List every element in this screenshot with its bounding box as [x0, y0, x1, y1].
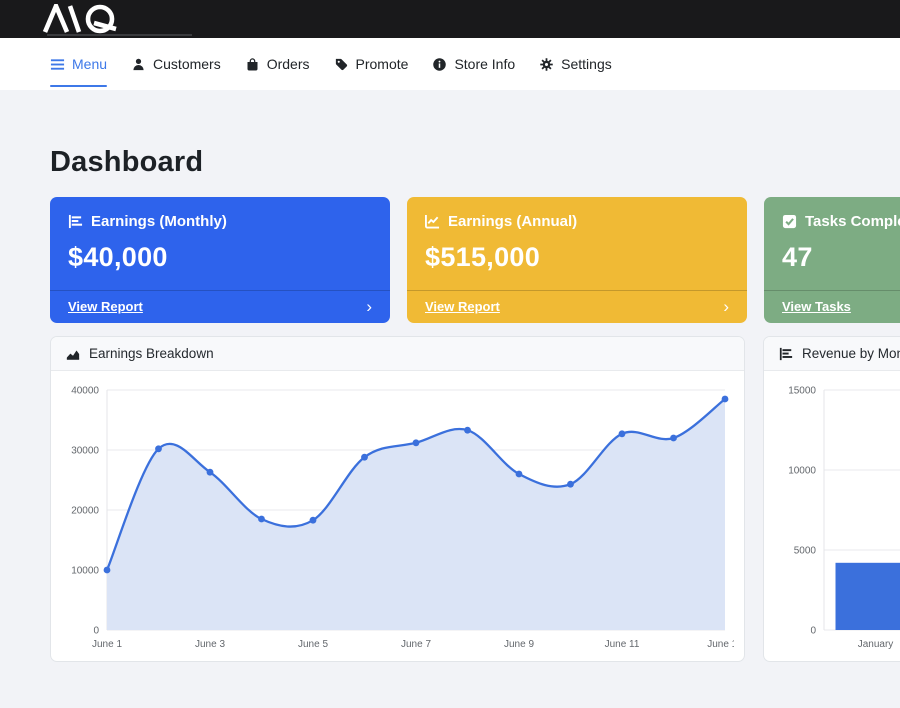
- svg-text:40000: 40000: [71, 386, 99, 397]
- svg-text:5000: 5000: [794, 546, 817, 557]
- main-content: Dashboard Earnings (Monthly) $40,000 Vie…: [0, 90, 900, 662]
- nav-item-customers[interactable]: Customers: [131, 38, 221, 90]
- stat-card-title-row: Earnings (Annual): [425, 213, 729, 230]
- view-report-link[interactable]: View Report: [425, 299, 500, 314]
- svg-text:30000: 30000: [71, 446, 99, 457]
- svg-text:June 11: June 11: [605, 639, 640, 650]
- nav-item-label: Orders: [266, 56, 310, 72]
- svg-text:15000: 15000: [788, 386, 816, 397]
- bar-chart-icon: [68, 214, 83, 229]
- chart-card-header: Earnings Breakdown: [51, 337, 744, 371]
- nav-item-label: Customers: [153, 56, 221, 72]
- stat-card-body: Earnings (Monthly) $40,000: [50, 197, 390, 290]
- nav-item-label: Promote: [355, 56, 409, 72]
- chart-card-header: Revenue by Month: [764, 337, 900, 371]
- svg-text:June 3: June 3: [195, 639, 225, 650]
- bar-chart-icon: [779, 347, 793, 360]
- nav-item-store-info[interactable]: Store Info: [432, 38, 515, 90]
- hamburger-icon: [50, 58, 65, 70]
- stat-card-title-row: Tasks Completed: [782, 213, 900, 230]
- chart-body: 0 10000 20000 30000 40000 June 1 June 3 June 5 J…: [51, 371, 744, 661]
- stat-card-title: Tasks Completed: [805, 213, 900, 230]
- view-tasks-link[interactable]: View Tasks: [782, 299, 851, 314]
- stat-card-body: Tasks Completed 47: [764, 197, 900, 290]
- charts-row: Earnings Breakdown 0 10000 20000 30000 40000…: [50, 336, 900, 662]
- svg-text:June 7: June 7: [401, 639, 431, 650]
- stat-card: Earnings (Monthly) $40,000 View Report ›: [50, 197, 390, 323]
- earnings-breakdown-card: Earnings Breakdown 0 10000 20000 30000 40000…: [50, 336, 745, 662]
- person-icon: [133, 58, 144, 70]
- svg-text:20000: 20000: [71, 506, 99, 517]
- area-chart-icon: [66, 350, 80, 360]
- svg-text:0: 0: [810, 626, 816, 637]
- stat-card-title: Earnings (Monthly): [91, 213, 227, 230]
- nav-item-label: Store Info: [454, 56, 516, 72]
- stat-card-value: $40,000: [68, 242, 168, 272]
- stat-card: Tasks Completed 47 View Tasks ›: [764, 197, 900, 323]
- line-chart-icon: [425, 214, 440, 229]
- nav-item-orders[interactable]: Orders: [245, 38, 310, 90]
- svg-text:0: 0: [93, 626, 99, 637]
- nav-item-promote[interactable]: Promote: [334, 38, 409, 90]
- svg-text:10000: 10000: [71, 566, 99, 577]
- stat-card-footer: View Report ›: [407, 290, 747, 323]
- logo-underline: [47, 34, 192, 36]
- svg-text:June 13: June 13: [707, 639, 734, 650]
- info-circle-icon: [433, 57, 447, 71]
- main-nav: Menu Customers Orders Promote Store Info…: [0, 38, 900, 90]
- stat-cards-row: Earnings (Monthly) $40,000 View Report ›…: [50, 197, 900, 323]
- svg-text:June 1: June 1: [92, 639, 122, 650]
- earnings-breakdown-chart: 0 10000 20000 30000 40000 June 1 June 3 June 5 J…: [71, 386, 734, 651]
- chart-title: Earnings Breakdown: [89, 346, 214, 361]
- nav-item-settings[interactable]: Settings: [539, 38, 612, 90]
- tag-icon: [335, 58, 347, 70]
- stat-card-body: Earnings (Annual) $515,000: [407, 197, 747, 290]
- bag-icon: [247, 57, 258, 70]
- svg-text:June 5: June 5: [298, 639, 328, 650]
- view-report-link[interactable]: View Report: [68, 299, 143, 314]
- chevron-right-icon: ›: [366, 297, 372, 316]
- stat-card: Earnings (Annual) $515,000 View Report ›: [407, 197, 747, 323]
- nav-item-label: Menu: [72, 56, 108, 72]
- page-title: Dashboard: [50, 146, 204, 178]
- gear-icon: [540, 57, 553, 71]
- revenue-by-month-card: Revenue by Month 0 5000 10000 15000 January: [763, 336, 900, 662]
- svg-text:10000: 10000: [788, 466, 816, 477]
- top-app-bar: [0, 0, 900, 38]
- svg-text:June 9: June 9: [504, 639, 534, 650]
- stat-card-value: $515,000: [425, 242, 541, 272]
- revenue-by-month-chart: 0 5000 10000 15000 January: [788, 386, 900, 650]
- svg-text:January: January: [858, 639, 894, 650]
- stat-card-title-row: Earnings (Monthly): [68, 213, 372, 230]
- nav-item-label: Settings: [561, 56, 612, 72]
- nav-item-menu[interactable]: Menu: [50, 38, 108, 90]
- chart-title: Revenue by Month: [802, 346, 900, 361]
- stat-card-footer: View Tasks ›: [764, 290, 900, 323]
- brand-logo-icon[interactable]: [42, 4, 134, 34]
- check-square-icon: [782, 214, 797, 229]
- stat-card-footer: View Report ›: [50, 290, 390, 323]
- chevron-right-icon: ›: [723, 297, 729, 316]
- chart-body: 0 5000 10000 15000 January: [764, 371, 900, 661]
- stat-card-value: 47: [782, 242, 813, 272]
- stat-card-title: Earnings (Annual): [448, 213, 578, 230]
